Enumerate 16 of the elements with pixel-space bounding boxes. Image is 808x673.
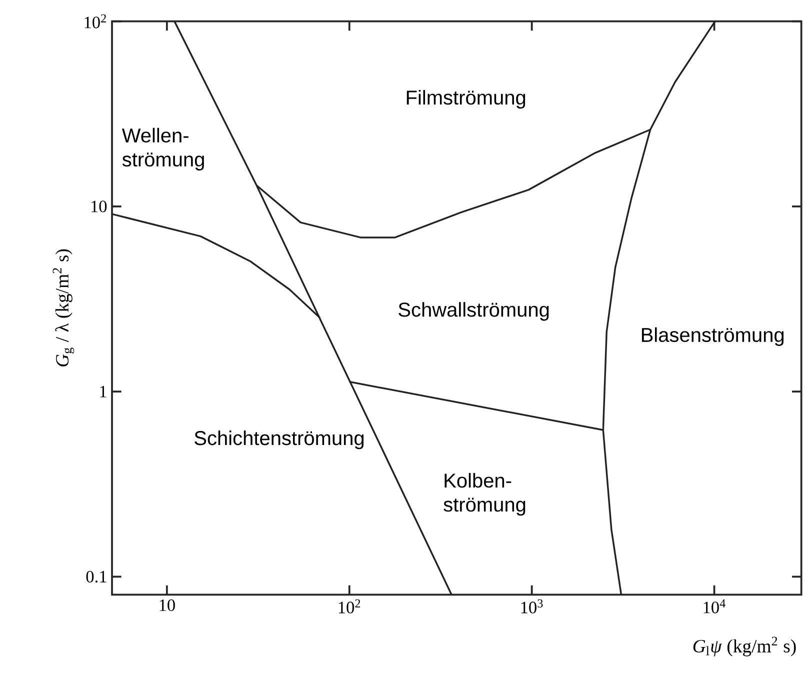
y-tick-label: 10$^{2}$ [84, 14, 106, 28]
annotation: Blasenströmung [642, 327, 784, 346]
x-tick-label: 10$^{2}$ [338, 599, 360, 614]
annotation: Kolben- strömung [444, 472, 526, 516]
annotation: Schwallströmung [398, 302, 549, 321]
x-tick-label: 10 [160, 599, 175, 611]
annotation: Wellen- strömung [122, 128, 204, 170]
annotation: Schichtenströmung [194, 430, 364, 450]
y-tick-label: 0.1 [86, 570, 106, 582]
x-tick-label: 10$^{4}$ [704, 599, 726, 614]
x-axis-title: G$_{l}$ψ (kg/m$^{2}$ s) [693, 636, 796, 656]
annotation: Filmströmung [406, 90, 526, 108]
x-tick-label: 10$^{3}$ [521, 599, 543, 614]
y-tick-label: 10 [91, 200, 107, 212]
y-tick-label: 1 [100, 386, 106, 398]
y-axis-title: G$_{g}$ / λ (kg/m$^{2}$ s) [52, 249, 74, 366]
